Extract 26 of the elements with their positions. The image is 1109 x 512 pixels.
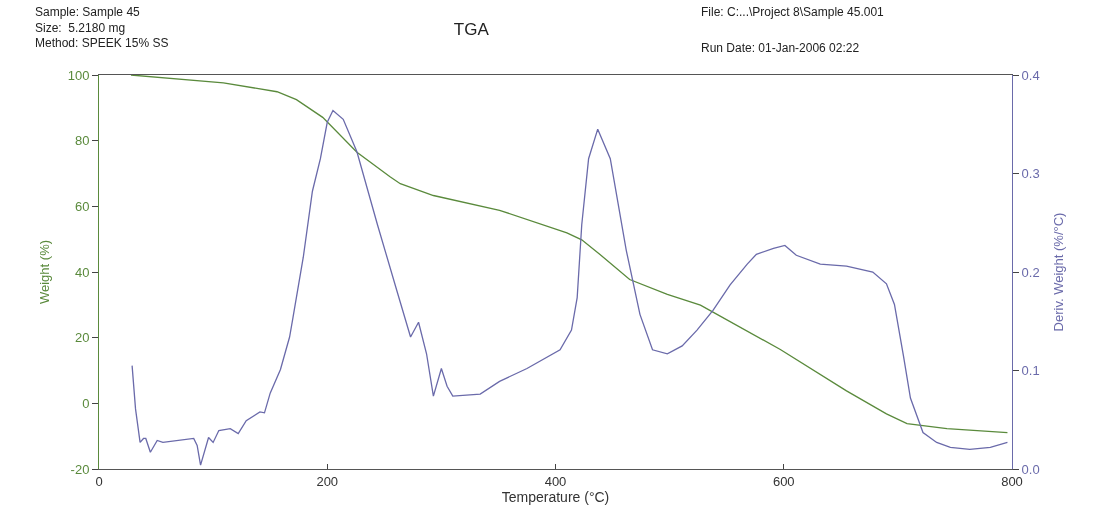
text: Run Date: 01-Jan-2006 02:22 bbox=[701, 41, 860, 55]
line-series bbox=[131, 109, 1009, 466]
y2-tick-label: 0.1 bbox=[1021, 363, 1040, 379]
x-tick-label: 200 bbox=[316, 473, 339, 489]
y-axis-title: Weight (%) bbox=[36, 239, 52, 305]
x-tick-label: 0 bbox=[95, 473, 103, 489]
y-tick-label: 80 bbox=[74, 133, 90, 149]
y-tick-label: 20 bbox=[74, 330, 90, 346]
y-tick-label: 100 bbox=[67, 67, 90, 83]
y-tick-label: -20 bbox=[70, 461, 90, 477]
y-tick-label: 60 bbox=[74, 198, 90, 214]
line-series bbox=[130, 75, 1009, 434]
text: Sample: Sample 45 Size: 5.2180 mg Method: SPEEK 15% SS bbox=[35, 5, 169, 51]
y-tick-label: 0 bbox=[82, 395, 90, 411]
x-tick-label: 400 bbox=[544, 473, 567, 489]
y2-tick-label: 0.0 bbox=[1021, 461, 1040, 477]
y2-tick-label: 0.3 bbox=[1021, 166, 1040, 182]
text: File: C:...\Project 8\Sample 45.001 bbox=[701, 5, 885, 19]
y2-axis-title: Deriv. Weight (%/°C) bbox=[1051, 212, 1067, 332]
y2-tick-label: 0.2 bbox=[1021, 264, 1040, 280]
x-tick-label: 600 bbox=[772, 473, 795, 489]
y2-tick-label: 0.4 bbox=[1021, 67, 1040, 83]
y-tick-label: 40 bbox=[74, 264, 90, 280]
x-axis-title: Temperature (°C) bbox=[501, 488, 610, 505]
chart-title: TGA bbox=[453, 19, 490, 39]
x-tick-label: 800 bbox=[1001, 473, 1023, 489]
